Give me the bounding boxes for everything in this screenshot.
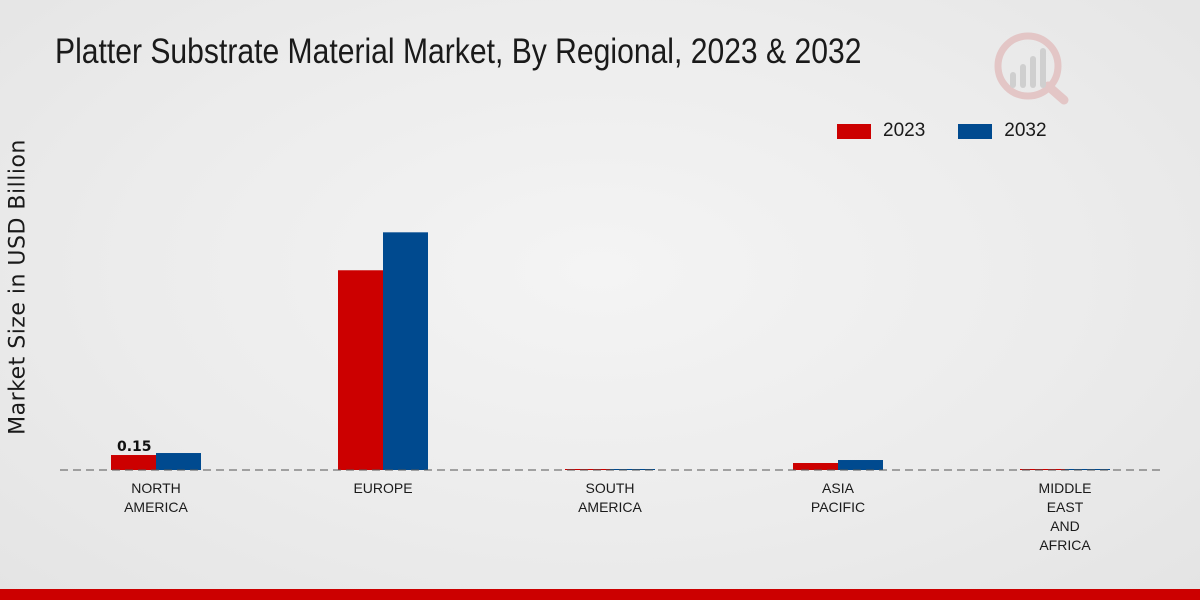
- legend-label-2023: 2023: [883, 120, 926, 141]
- x-tick-label-2: SOUTH AMERICA: [578, 480, 642, 515]
- legend-item-2023: 2023: [837, 120, 925, 142]
- bar-2032-0: [156, 453, 201, 470]
- bars-group: [111, 232, 1110, 470]
- legend-swatch-2032: [958, 123, 993, 139]
- bar-2032-3: [838, 460, 883, 470]
- x-tick-label-0: NORTH AMERICA: [124, 480, 188, 515]
- bar-2023-3: [793, 463, 838, 470]
- x-tick-label-1: EUROPE: [353, 480, 412, 496]
- bar-2023-0: [111, 455, 156, 470]
- footer-bar: [0, 589, 1200, 600]
- legend: 2023 2032: [837, 120, 1080, 142]
- data-label-0: 0.15: [117, 439, 152, 455]
- bar-2023-1: [338, 270, 383, 470]
- data-labels: 0.15: [117, 439, 152, 455]
- legend-label-2032: 2032: [1004, 120, 1047, 141]
- x-tick-label-4: MIDDLE EAST AND AFRICA: [1039, 480, 1092, 553]
- bar-2032-1: [383, 232, 428, 470]
- brand-logo-icon: [994, 32, 1069, 105]
- legend-swatch-2023: [837, 123, 871, 139]
- x-tick-labels: NORTH AMERICA EUROPE SOUTH AMERICA ASIA PACIFI…: [124, 480, 1091, 553]
- x-tick-label-3: ASIA PACIFIC: [811, 480, 865, 515]
- chart-title: Platter Substrate Material Market, By Re…: [55, 32, 862, 71]
- legend-item-2032: 2032: [958, 120, 1047, 142]
